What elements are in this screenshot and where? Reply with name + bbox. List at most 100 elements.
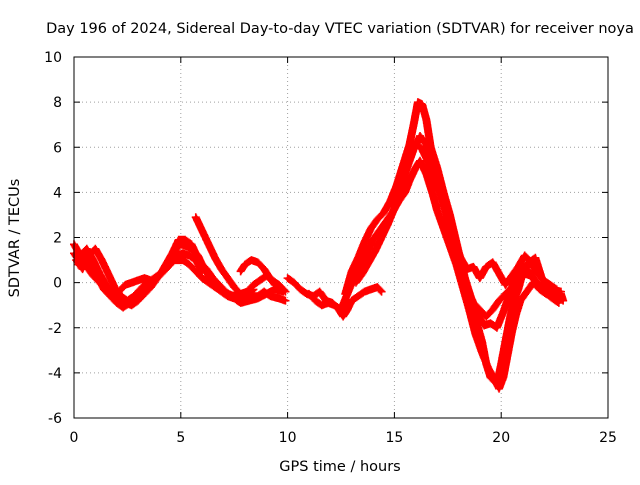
data-point [258, 278, 262, 282]
data-point [561, 299, 565, 303]
data-point [418, 134, 422, 138]
data-point [194, 258, 198, 262]
data-point [219, 267, 223, 271]
data-point [369, 227, 373, 230]
data-point [286, 276, 289, 280]
data-point [476, 312, 480, 316]
data-point [247, 299, 251, 303]
data-point [85, 265, 89, 269]
data-point [484, 315, 488, 318]
x-tick-label: 25 [599, 430, 617, 446]
data-point [484, 362, 488, 366]
data-point [350, 299, 354, 303]
data-point [536, 272, 539, 275]
data-point [219, 290, 223, 294]
data-point [478, 308, 482, 312]
data-point [313, 299, 317, 303]
data-point [519, 299, 522, 303]
data-point [343, 292, 347, 296]
data-point [388, 200, 392, 203]
data-point [356, 256, 360, 260]
data-point [416, 100, 420, 104]
data-point [79, 260, 82, 264]
data-point [168, 263, 172, 266]
data-point [130, 281, 134, 285]
data-point [117, 290, 121, 294]
data-point [551, 297, 554, 300]
data-point [420, 102, 424, 106]
data-point [559, 290, 563, 294]
data-point [395, 184, 398, 188]
data-point [491, 308, 495, 312]
data-point [393, 206, 396, 210]
y-tick-label: 6 [53, 140, 62, 156]
data-point [491, 260, 495, 264]
data-point [292, 281, 296, 285]
data-point [177, 238, 181, 242]
data-point [525, 290, 529, 294]
data-point [360, 272, 364, 275]
data-point [121, 306, 125, 309]
series-markers [283, 274, 386, 321]
data-point [354, 281, 358, 285]
data-point [123, 283, 127, 287]
data-point [190, 242, 193, 246]
series-arc-j [351, 131, 566, 332]
data-point [414, 141, 418, 145]
data-point [489, 321, 492, 325]
data-point [89, 260, 93, 264]
y-tick-label: 4 [53, 185, 62, 201]
x-tick-label: 20 [492, 430, 510, 446]
data-point [111, 292, 114, 296]
data-point [407, 179, 411, 183]
data-point [245, 290, 249, 294]
data-point [497, 299, 501, 303]
data-point [194, 215, 198, 219]
data-point [433, 177, 437, 181]
chart-title: Day 196 of 2024, Sidereal Day-to-day VTE… [46, 21, 634, 37]
data-point [341, 315, 345, 318]
data-point [213, 285, 217, 289]
data-point [548, 283, 552, 287]
data-point [264, 292, 268, 296]
data-point [386, 222, 390, 226]
data-point [266, 274, 270, 278]
data-point [91, 274, 95, 278]
data-point [375, 285, 379, 289]
data-point [273, 283, 277, 287]
data-point [442, 227, 445, 230]
data-point [106, 272, 110, 275]
data-point [446, 215, 450, 219]
data-point [175, 254, 178, 257]
data-point [435, 209, 439, 212]
data-point [478, 276, 482, 280]
data-point [239, 301, 243, 305]
data-point [187, 263, 191, 266]
x-tick-label: 0 [70, 430, 79, 446]
data-point [427, 161, 430, 165]
data-point [81, 267, 84, 271]
x-tick-label: 5 [176, 430, 185, 446]
data-point [128, 301, 131, 305]
data-point [504, 339, 507, 343]
data-point [284, 290, 287, 294]
data-point [439, 195, 443, 199]
data-point [516, 287, 520, 291]
data-point [536, 283, 539, 287]
data-point [252, 283, 255, 287]
data-point [119, 294, 123, 298]
data-point [516, 278, 520, 282]
data-point [369, 287, 373, 291]
data-point [465, 267, 469, 271]
data-point [533, 256, 537, 260]
data-point [356, 294, 360, 298]
data-point [501, 310, 505, 314]
data-point [480, 339, 484, 343]
series-arc-l [456, 269, 563, 321]
data-point [512, 299, 516, 303]
data-point [414, 166, 418, 169]
data-point [307, 292, 311, 296]
data-point [504, 283, 507, 287]
data-point [104, 287, 108, 291]
data-point [213, 256, 217, 260]
